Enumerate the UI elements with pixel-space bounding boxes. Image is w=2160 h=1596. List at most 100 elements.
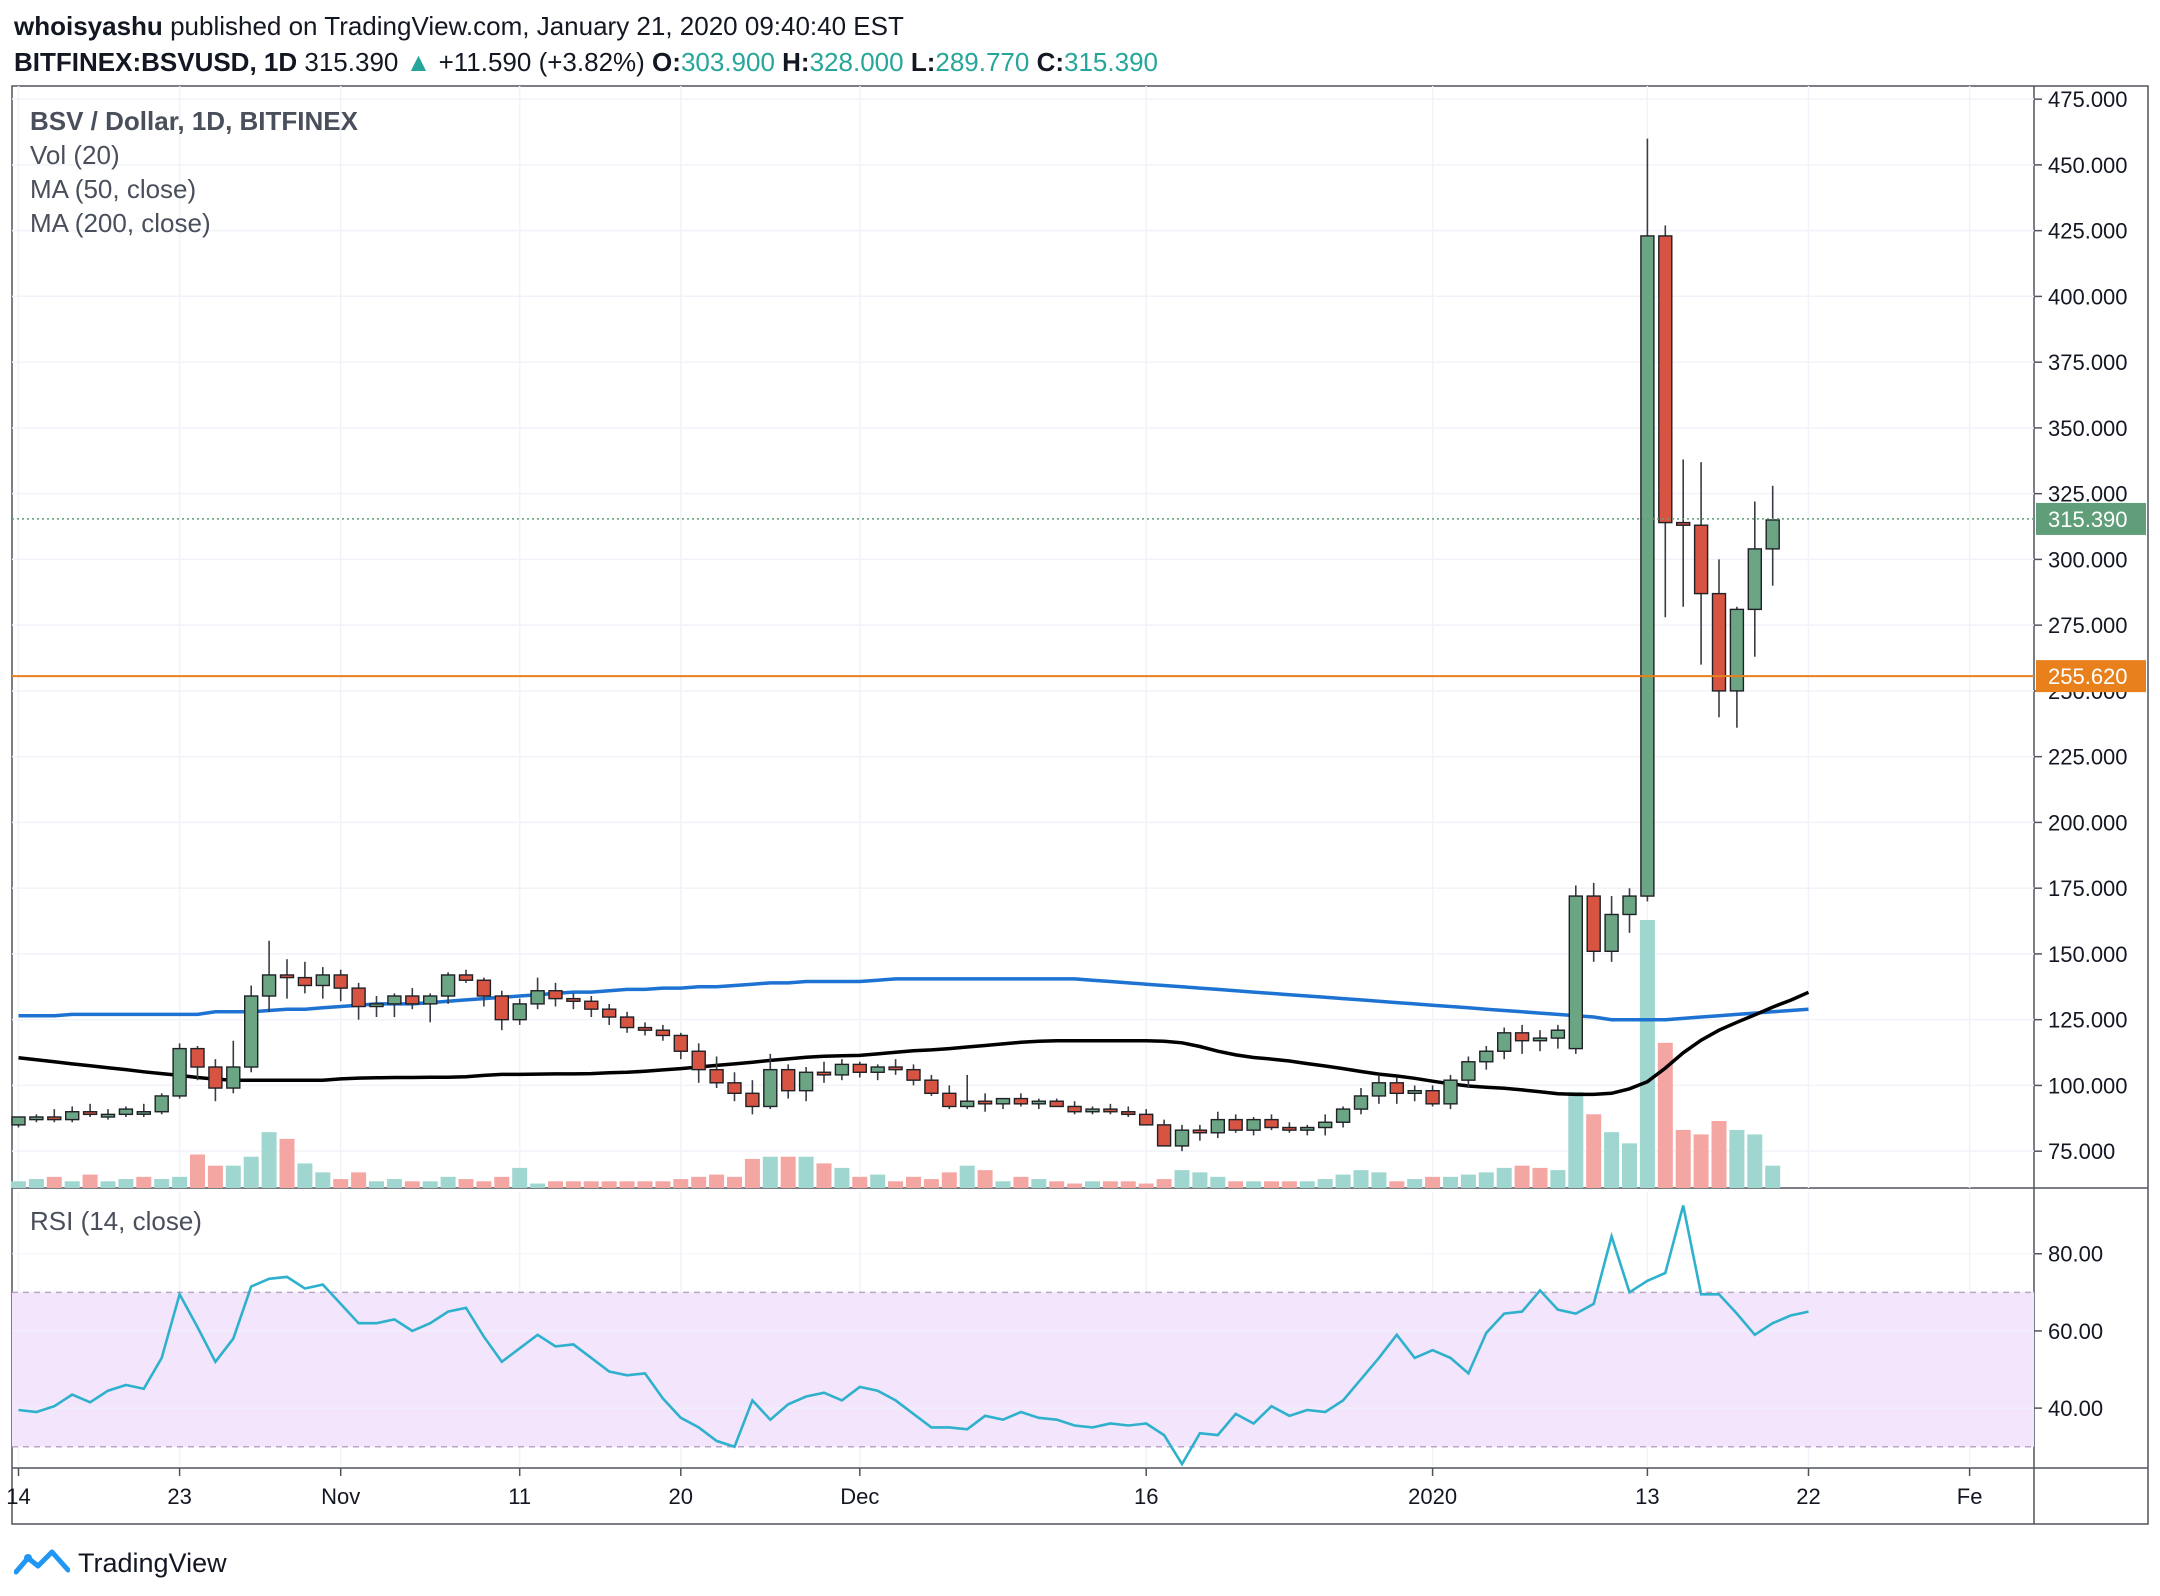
- volume-bar: [1407, 1179, 1423, 1188]
- volume-bar: [1711, 1121, 1727, 1188]
- candle-body: [995, 1097, 1011, 1105]
- candle-body: [1138, 1113, 1154, 1126]
- candle-body: [1693, 524, 1709, 595]
- candle-body: [619, 1016, 635, 1029]
- candle-body: [906, 1068, 921, 1081]
- candle: [1210, 1111, 1226, 1139]
- candle-body: [1246, 1118, 1261, 1131]
- candle-body: [781, 1068, 796, 1092]
- candle-body: [1443, 1079, 1458, 1105]
- candle: [1138, 1109, 1154, 1126]
- candle-body: [1210, 1118, 1226, 1134]
- candle-body: [816, 1071, 832, 1076]
- volume-bar: [995, 1181, 1011, 1188]
- candle-body: [1765, 519, 1780, 550]
- candle-body: [709, 1068, 724, 1084]
- volume-bar: [1281, 1181, 1297, 1188]
- legend-rsi: RSI (14, close): [30, 1206, 202, 1236]
- outer-border: [11, 85, 2149, 1525]
- volume-bar: [1514, 1165, 1530, 1188]
- volume-bar: [1120, 1181, 1136, 1188]
- volume-bar: [422, 1181, 438, 1188]
- open-label: O:: [652, 47, 681, 77]
- candle-body: [1085, 1108, 1100, 1113]
- candle: [1300, 1124, 1315, 1136]
- volume-bar: [583, 1181, 599, 1188]
- last-price: 315.390: [304, 47, 399, 77]
- candle-body: [763, 1068, 778, 1108]
- volume-bar: [1085, 1181, 1100, 1188]
- candle-body: [458, 974, 474, 981]
- candle: [118, 1106, 134, 1117]
- candle-body: [243, 995, 259, 1068]
- volume-bar: [1371, 1172, 1387, 1188]
- candle-body: [11, 1116, 26, 1126]
- time-axis[interactable]: 14 23 Nov 11 20 Dec 16 2020 13 22 Fe: [6, 1468, 1982, 1509]
- y-tick-label: 175.000: [2048, 876, 2128, 901]
- publisher-name[interactable]: whoisyashu: [14, 11, 163, 41]
- candle: [458, 969, 474, 983]
- candle-body: [100, 1113, 116, 1118]
- footer-brand[interactable]: TradingView: [78, 1547, 227, 1578]
- ma50-line: [18, 990, 1810, 1097]
- volume-bar: [834, 1167, 850, 1188]
- candle-body: [1389, 1082, 1405, 1095]
- candle: [476, 977, 492, 1007]
- rsi-panel: [12, 1205, 2034, 1467]
- volume-bar: [512, 1167, 528, 1188]
- candle: [798, 1067, 814, 1102]
- candle-body: [261, 974, 277, 997]
- volume-bar: [1693, 1134, 1709, 1188]
- volume-bar: [386, 1179, 402, 1188]
- candle: [1282, 1122, 1297, 1133]
- candle: [1765, 485, 1780, 586]
- candle: [1067, 1101, 1082, 1115]
- volume-bar: [762, 1156, 778, 1188]
- volume-bar: [154, 1179, 170, 1188]
- candle: [1103, 1103, 1118, 1115]
- candle-body: [154, 1095, 169, 1113]
- candle-body: [1514, 1032, 1530, 1042]
- candle: [279, 959, 295, 999]
- candle: [602, 1003, 617, 1025]
- candle-body: [1156, 1124, 1172, 1147]
- candle-body: [727, 1082, 742, 1095]
- candle-body: [548, 990, 563, 1000]
- candle: [1335, 1106, 1351, 1128]
- candle: [11, 1116, 26, 1128]
- x-tick-label: 14: [6, 1484, 30, 1509]
- candle-body: [279, 974, 295, 979]
- candle-body: [655, 1029, 671, 1037]
- candle: [29, 1114, 44, 1123]
- candle-body: [1604, 913, 1619, 952]
- candle-body: [798, 1071, 814, 1092]
- candle-body: [637, 1026, 653, 1031]
- volume-bar: [1675, 1129, 1691, 1188]
- price-axis[interactable]: 75.000 100.000 125.000 150.000 175.000 200.00…: [2034, 87, 2146, 1421]
- candle: [691, 1043, 706, 1083]
- candle-body: [172, 1047, 187, 1097]
- volume-bar: [601, 1181, 617, 1188]
- volume-bar: [1604, 1132, 1620, 1188]
- x-tick-label: 13: [1635, 1484, 1659, 1509]
- candle-body: [297, 976, 313, 987]
- candle: [172, 1043, 187, 1099]
- candle: [297, 961, 313, 994]
- candle: [566, 993, 581, 1010]
- level-price-badge-label: 255.620: [2048, 664, 2128, 689]
- volume-bar: [279, 1138, 295, 1188]
- candle-body: [530, 990, 545, 1005]
- legend-volume: Vol (20): [30, 140, 120, 170]
- candle-body: [1711, 592, 1727, 692]
- candle: [226, 1040, 241, 1094]
- candle-body: [1067, 1105, 1082, 1113]
- y-tick-label: 450.000: [2048, 153, 2128, 178]
- volume-bar: [46, 1176, 62, 1188]
- candle: [1622, 888, 1637, 933]
- candle: [619, 1011, 635, 1033]
- volume-bar: [1568, 1091, 1584, 1188]
- volume-bar: [64, 1181, 80, 1188]
- candle: [548, 982, 563, 1007]
- candle-body: [387, 995, 402, 1005]
